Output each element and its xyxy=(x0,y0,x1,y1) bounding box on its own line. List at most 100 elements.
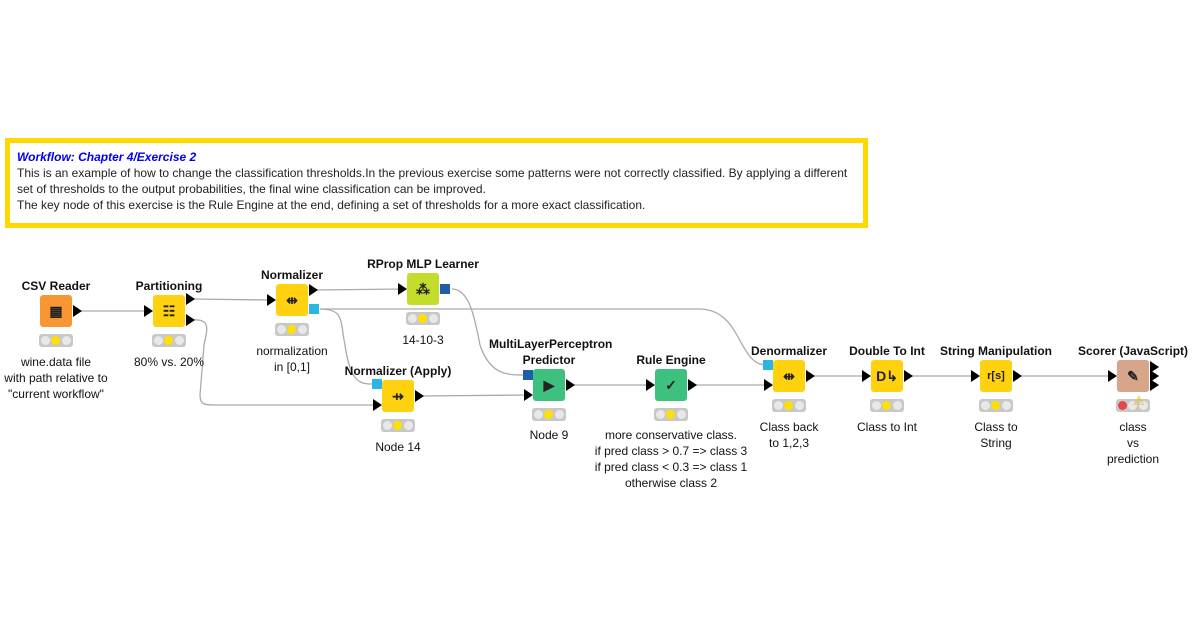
node-label[interactable]: Node 14 xyxy=(308,439,488,455)
warning-icon: ⚠ xyxy=(1133,393,1145,408)
rule-document-icon: ✓ xyxy=(665,376,677,393)
node-icon-box[interactable]: ✎ xyxy=(1117,360,1149,392)
output-port[interactable] xyxy=(1150,361,1159,373)
node-icon-box[interactable]: ▦ xyxy=(40,295,72,327)
node-title-line: Scorer (JavaScript) xyxy=(1077,344,1189,358)
input-port[interactable] xyxy=(398,283,407,295)
node-title: String Manipulation xyxy=(936,343,1056,359)
output-port[interactable] xyxy=(415,390,424,402)
node-icon-box[interactable]: ☷ xyxy=(153,295,185,327)
node-label-line: Class to xyxy=(974,420,1018,434)
output-port[interactable] xyxy=(806,370,815,382)
node-label[interactable]: Class to String xyxy=(906,419,1086,451)
node-label-line: class xyxy=(1119,420,1147,434)
node-icon-box[interactable]: D↳ xyxy=(871,360,903,392)
output-port[interactable] xyxy=(1150,379,1159,391)
output-port[interactable] xyxy=(1150,370,1159,382)
output-port[interactable] xyxy=(1013,370,1022,382)
status-lights xyxy=(532,408,566,421)
edge xyxy=(419,394,529,397)
node-title-line: Double To Int xyxy=(849,344,925,358)
predictor-icon: ▶ xyxy=(543,376,555,393)
node-icon-box[interactable]: ✓ xyxy=(655,369,687,401)
edge xyxy=(313,288,403,291)
input-port[interactable] xyxy=(144,305,153,317)
annotation-line: This is an example of how to change the … xyxy=(17,166,848,196)
workflow-annotation[interactable]: Workflow: Chapter 4/Exercise 2 This is a… xyxy=(5,138,868,228)
node-icon-box[interactable]: ⇹ xyxy=(276,284,308,316)
input-port[interactable] xyxy=(646,379,655,391)
output-port[interactable] xyxy=(688,379,697,391)
node-label-line: Node 14 xyxy=(375,440,421,454)
node-title-line: Rule Engine xyxy=(636,353,706,367)
node-icon-box[interactable]: ⇸ xyxy=(382,380,414,412)
node-icon-box[interactable]: ⁂ xyxy=(407,273,439,305)
status-lights xyxy=(979,399,1013,412)
edge xyxy=(451,288,524,376)
node-label[interactable]: more conservative class. if pred class > … xyxy=(581,427,761,491)
input-port[interactable] xyxy=(971,370,980,382)
double-to-int-icon: D↳ xyxy=(876,367,898,384)
node-label-line: vs xyxy=(1127,436,1139,450)
node-label[interactable]: wine.data file with path relative to "curr… xyxy=(0,354,146,402)
node-icon-box[interactable]: ▶ xyxy=(533,369,565,401)
node-label[interactable]: 80% vs. 20% xyxy=(79,354,259,370)
annotation-line: The key node of this exercise is the Rul… xyxy=(17,198,646,212)
node-label[interactable]: normalization in [0,1] xyxy=(202,343,382,375)
input-port[interactable] xyxy=(862,370,871,382)
edge xyxy=(320,308,767,366)
node-title-line: String Manipulation xyxy=(940,344,1052,358)
output-port[interactable] xyxy=(186,293,195,305)
output-port[interactable] xyxy=(904,370,913,382)
edge xyxy=(319,308,373,385)
node-title-line: Normalizer xyxy=(260,268,324,282)
node-title-line: Normalizer (Apply) xyxy=(344,364,452,378)
node-label[interactable]: Node 9 xyxy=(459,427,639,443)
annotation-title: Workflow: Chapter 4/Exercise 2 xyxy=(17,150,197,164)
node-label-line: 14-10-3 xyxy=(402,333,444,347)
node-title: Partitioning xyxy=(109,278,229,294)
input-port[interactable] xyxy=(764,379,773,391)
node-label-line: Node 9 xyxy=(529,428,569,442)
node-label[interactable]: 14-10-3 xyxy=(333,332,513,348)
output-port[interactable] xyxy=(73,305,82,317)
node-icon-box[interactable]: r[s] xyxy=(980,360,1012,392)
scorer-icon: ✎ xyxy=(1127,367,1139,384)
model-output-port[interactable] xyxy=(440,284,450,294)
node-label-line: String xyxy=(980,436,1012,450)
node-label-line: otherwise class 2 xyxy=(624,476,718,490)
string-manipulation-icon: r[s] xyxy=(987,370,1005,382)
node-title: CSV Reader xyxy=(0,278,116,294)
node-title: Scorer (JavaScript) xyxy=(1073,343,1193,359)
edge xyxy=(190,298,272,301)
node-title: Normalizer (Apply) xyxy=(338,363,458,379)
input-port[interactable] xyxy=(373,399,382,411)
annotation-body: This is an example of how to change the … xyxy=(17,165,857,213)
status-lights xyxy=(1116,399,1150,412)
model-input-port[interactable] xyxy=(763,360,773,370)
model-input-port[interactable] xyxy=(372,379,382,389)
node-label[interactable]: class vs prediction xyxy=(1043,419,1200,467)
neural-net-icon: ⁂ xyxy=(416,280,430,297)
normalizer-icon: ⇹ xyxy=(286,291,298,308)
output-port[interactable] xyxy=(566,379,575,391)
node-title: Denormalizer xyxy=(729,343,849,359)
node-label[interactable]: Class back to 1,2,3 xyxy=(699,419,879,451)
status-lights xyxy=(381,419,415,432)
input-port[interactable] xyxy=(1108,370,1117,382)
node-title-line: Predictor xyxy=(522,353,576,367)
node-title-line: MultiLayerPerceptron xyxy=(489,337,613,351)
output-port[interactable] xyxy=(186,314,195,326)
node-label[interactable]: Class to Int xyxy=(797,419,977,435)
input-port[interactable] xyxy=(524,389,533,401)
model-output-port[interactable] xyxy=(309,304,319,314)
node-label-line: more conservative class. xyxy=(604,428,738,442)
partition-icon: ☷ xyxy=(162,302,176,319)
node-icon-box[interactable]: ⇹ xyxy=(773,360,805,392)
input-port[interactable] xyxy=(267,294,276,306)
node-title: Normalizer xyxy=(232,267,352,283)
node-title-line: RProp MLP Learner xyxy=(367,257,479,271)
output-port[interactable] xyxy=(309,284,318,296)
model-input-port[interactable] xyxy=(523,370,533,380)
